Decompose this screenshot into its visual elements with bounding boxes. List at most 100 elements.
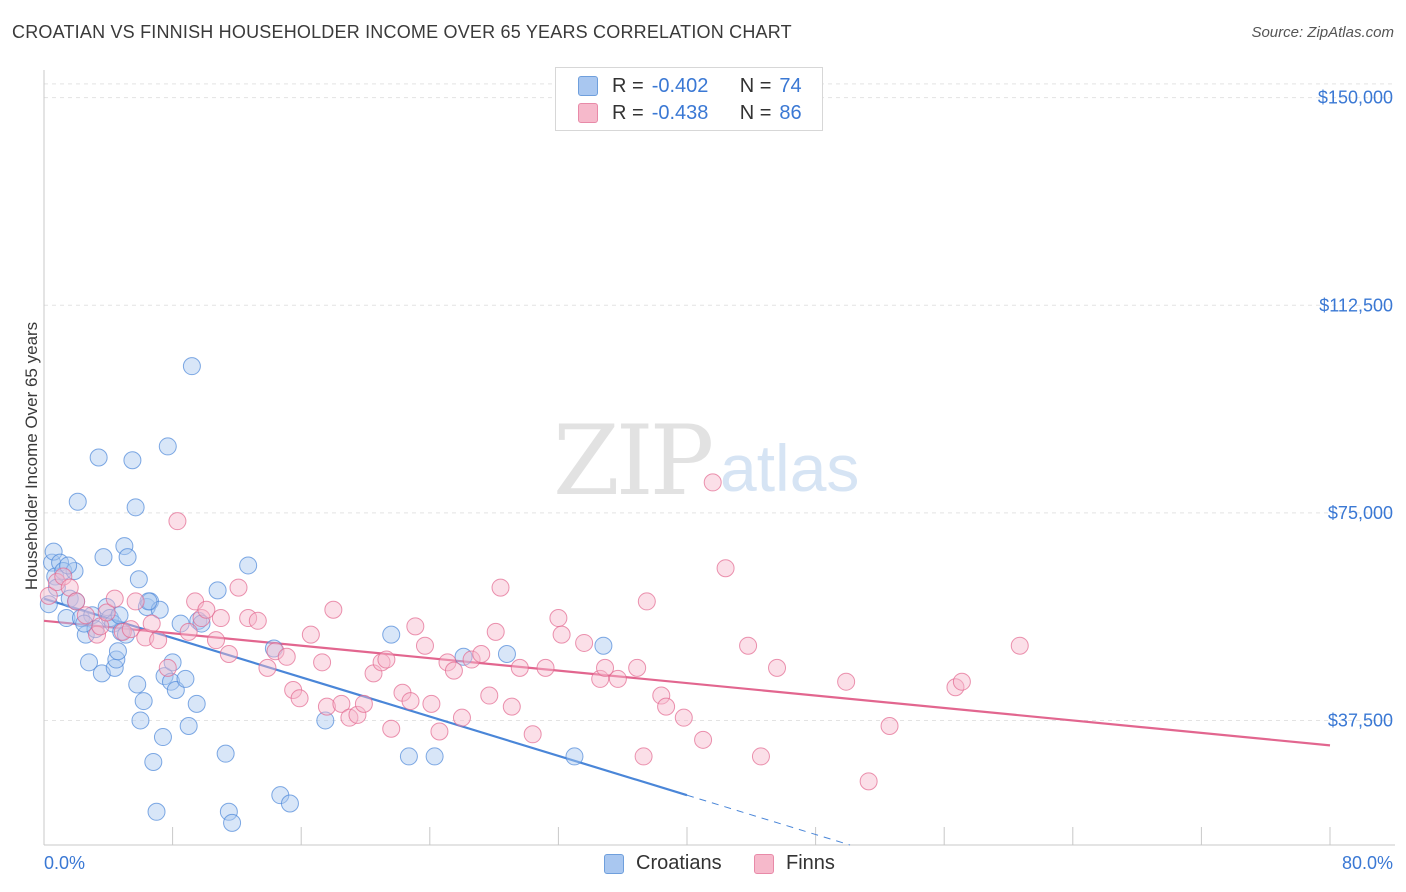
- data-point-finns: [716, 559, 735, 578]
- bottom-legend-finns[interactable]: Finns: [754, 852, 835, 875]
- data-point-finns: [219, 645, 238, 664]
- data-point-croatians: [163, 653, 182, 672]
- x-tick-label: 80.0%: [1342, 853, 1393, 873]
- data-point-croatians: [280, 794, 299, 813]
- x-tick-label: 0.0%: [44, 853, 85, 873]
- data-point-finns: [674, 708, 693, 727]
- data-point-finns: [502, 697, 521, 716]
- data-point-finns: [703, 473, 722, 492]
- data-point-finns: [39, 586, 58, 605]
- data-point-croatians: [80, 653, 99, 672]
- data-point-croatians: [126, 498, 145, 517]
- y-tick-label: $75,000: [1328, 503, 1393, 523]
- data-point-finns: [486, 622, 505, 641]
- data-points: [39, 357, 1029, 832]
- chart-source: Source: ZipAtlas.com: [1251, 24, 1394, 41]
- data-point-finns: [406, 617, 425, 636]
- data-point-finns: [332, 694, 351, 713]
- data-point-croatians: [179, 716, 198, 735]
- data-point-finns: [430, 722, 449, 741]
- legend-n-label: N =: [739, 74, 772, 97]
- data-point-croatians: [192, 614, 211, 633]
- legend-n-value: 86: [779, 101, 802, 124]
- data-point-finns: [229, 578, 248, 597]
- data-point-finns: [248, 611, 267, 630]
- data-point-finns: [207, 631, 226, 650]
- data-point-finns: [552, 625, 571, 644]
- data-point-finns: [277, 647, 296, 666]
- data-point-croatians: [59, 556, 78, 575]
- data-point-finns: [444, 661, 463, 680]
- data-point-finns: [422, 694, 441, 713]
- data-point-croatians: [57, 609, 76, 628]
- data-point-finns: [317, 697, 336, 716]
- data-point-finns: [480, 686, 499, 705]
- data-point-finns: [751, 747, 770, 766]
- chart-title: CROATIAN VS FINNISH HOUSEHOLDER INCOME O…: [12, 22, 792, 42]
- data-point-finns: [211, 609, 230, 628]
- data-point-finns: [348, 705, 367, 724]
- data-point-finns: [739, 636, 758, 655]
- bottom-legend: Croatians Finns: [0, 852, 1406, 878]
- data-point-croatians: [131, 711, 150, 730]
- data-point-croatians: [223, 813, 242, 832]
- y-tick-label: $37,500: [1328, 710, 1393, 730]
- data-point-finns: [372, 653, 391, 672]
- watermark-atlas: atlas: [720, 431, 860, 505]
- trend-line-finns: [43, 619, 1331, 747]
- data-point-croatians: [176, 669, 195, 688]
- bottom-legend-swatch-croatians: [604, 853, 624, 874]
- data-point-croatians: [71, 609, 90, 628]
- data-point-finns: [97, 603, 116, 622]
- data-point-finns: [415, 636, 434, 655]
- legend-box: R = -0.402 N = 74 R = -0.438 N = 86: [555, 67, 823, 131]
- bottom-legend-croatians[interactable]: Croatians: [604, 852, 722, 875]
- data-point-croatians: [158, 437, 177, 456]
- data-point-finns: [596, 658, 615, 677]
- bottom-legend-label-croatians: Croatians: [636, 852, 722, 874]
- legend-r-value: -0.438: [651, 101, 709, 124]
- data-point-croatians: [399, 747, 418, 766]
- data-point-finns: [382, 719, 401, 738]
- data-point-croatians: [108, 642, 127, 661]
- y-tick-label: $150,000: [1318, 88, 1393, 108]
- legend-n-label: N =: [739, 101, 772, 124]
- data-point-finns: [549, 609, 568, 628]
- legend-r-value: -0.402: [651, 74, 709, 97]
- legend-row-finns: R = -0.438 N = 86: [578, 100, 802, 126]
- data-point-finns: [652, 686, 671, 705]
- data-point-finns: [608, 669, 627, 688]
- data-point-finns: [354, 694, 373, 713]
- data-point-finns: [462, 650, 481, 669]
- data-point-croatians: [116, 625, 135, 644]
- data-point-croatians: [123, 451, 142, 470]
- data-point-croatians: [44, 542, 63, 561]
- data-point-croatians: [139, 592, 158, 611]
- bottom-legend-swatch-finns: [754, 853, 774, 874]
- data-point-finns: [290, 689, 309, 708]
- data-point-croatians: [115, 537, 134, 556]
- data-point-finns: [880, 716, 899, 735]
- data-point-finns: [510, 658, 529, 677]
- data-point-croatians: [239, 556, 258, 575]
- data-point-finns: [324, 600, 343, 619]
- data-point-finns: [591, 669, 610, 688]
- data-point-croatians: [187, 694, 206, 713]
- data-point-finns: [142, 614, 161, 633]
- axes: [43, 70, 1395, 846]
- data-point-finns: [694, 730, 713, 749]
- data-point-finns: [452, 708, 471, 727]
- data-point-finns: [401, 692, 420, 711]
- legend-swatch-finns: [578, 103, 598, 123]
- data-point-finns: [76, 606, 95, 625]
- data-point-croatians: [425, 747, 444, 766]
- trend-line-extension-croatians: [686, 794, 851, 846]
- data-point-finns: [837, 672, 856, 691]
- data-point-croatians: [153, 728, 172, 747]
- data-point-finns: [634, 747, 653, 766]
- data-point-finns: [197, 600, 216, 619]
- data-point-finns: [859, 772, 878, 791]
- data-point-finns: [952, 672, 971, 691]
- data-point-finns: [536, 658, 555, 677]
